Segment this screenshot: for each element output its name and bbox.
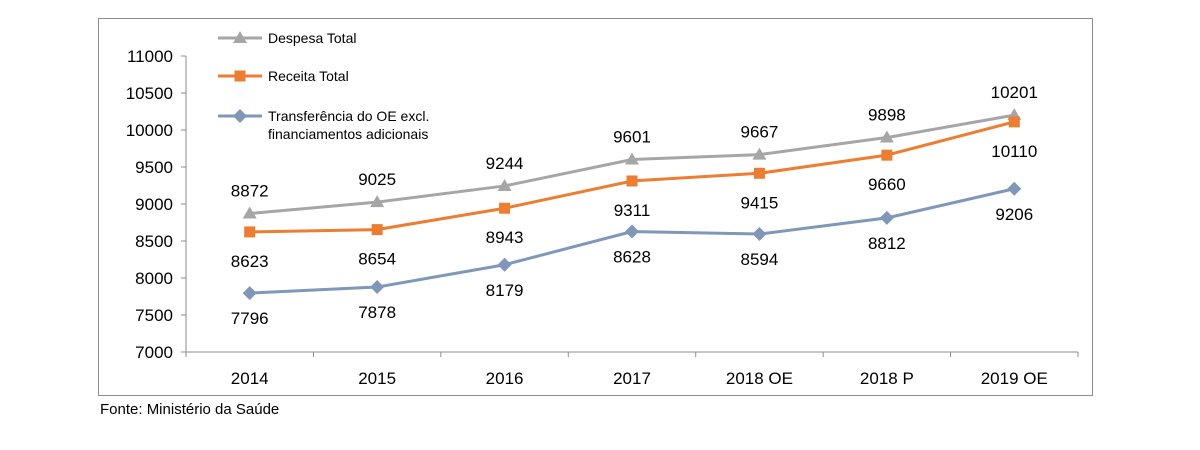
data-label: 10110 bbox=[991, 142, 1037, 161]
data-point bbox=[244, 226, 256, 238]
data-point bbox=[881, 149, 893, 161]
chart-frame bbox=[98, 18, 1093, 396]
data-point bbox=[752, 227, 767, 242]
data-point bbox=[1007, 181, 1022, 196]
data-label: 9206 bbox=[995, 205, 1033, 224]
data-label: 9025 bbox=[358, 170, 396, 189]
y-tick-label: 11000 bbox=[127, 47, 173, 66]
data-point bbox=[371, 224, 383, 236]
x-tick-label: 2018 OE bbox=[726, 369, 793, 388]
data-label: 9601 bbox=[613, 128, 651, 147]
y-tick-label: 10000 bbox=[126, 121, 173, 140]
legend-marker bbox=[234, 70, 246, 82]
legend-label: Transferência do OE excl. bbox=[268, 108, 429, 124]
x-tick-label: 2014 bbox=[231, 369, 269, 388]
data-label: 9244 bbox=[486, 154, 524, 173]
legend-marker bbox=[233, 31, 247, 43]
data-point bbox=[242, 286, 257, 301]
data-label: 9667 bbox=[741, 123, 779, 142]
y-tick-label: 8500 bbox=[135, 232, 173, 251]
x-tick-label: 2016 bbox=[486, 369, 524, 388]
data-label: 9415 bbox=[741, 193, 779, 212]
data-point bbox=[499, 202, 511, 214]
data-label: 10201 bbox=[991, 83, 1038, 102]
data-point bbox=[242, 206, 257, 219]
data-label: 7796 bbox=[231, 309, 269, 328]
data-label: 8812 bbox=[868, 234, 906, 253]
data-point bbox=[625, 224, 639, 239]
y-tick-label: 7500 bbox=[135, 306, 173, 325]
y-tick-label: 8000 bbox=[135, 269, 173, 288]
data-label: 9660 bbox=[868, 175, 906, 194]
data-label: 9898 bbox=[868, 106, 906, 125]
legend-label: Despesa Total bbox=[268, 30, 356, 46]
data-point bbox=[370, 195, 385, 208]
data-point bbox=[497, 178, 512, 191]
source-note: Fonte: Ministério da Saúde bbox=[100, 401, 280, 418]
y-tick-label: 9000 bbox=[135, 195, 173, 214]
data-label: 7878 bbox=[358, 303, 396, 322]
data-point bbox=[626, 175, 638, 187]
data-label: 8623 bbox=[231, 252, 269, 271]
legend-marker bbox=[233, 109, 247, 123]
data-point bbox=[625, 152, 639, 165]
x-tick-label: 2015 bbox=[358, 369, 396, 388]
data-point bbox=[370, 280, 385, 295]
x-tick-label: 2019 OE bbox=[981, 369, 1048, 388]
data-label: 8594 bbox=[741, 250, 779, 269]
data-point bbox=[752, 147, 767, 160]
data-point bbox=[1008, 116, 1020, 128]
y-tick-label: 7000 bbox=[135, 343, 173, 362]
data-point bbox=[879, 130, 894, 143]
y-tick-label: 9500 bbox=[135, 158, 173, 177]
x-tick-label: 2018 P bbox=[860, 369, 914, 388]
x-tick-label: 2017 bbox=[613, 369, 651, 388]
data-label: 9311 bbox=[614, 201, 651, 220]
y-tick-label: 10500 bbox=[126, 84, 173, 103]
data-point bbox=[753, 167, 765, 179]
legend-label: financiamentos adicionais bbox=[268, 126, 428, 142]
data-label: 8628 bbox=[613, 248, 651, 267]
data-label: 8872 bbox=[231, 181, 269, 200]
data-point bbox=[879, 210, 894, 225]
data-label: 8179 bbox=[486, 281, 524, 300]
data-point bbox=[497, 257, 512, 272]
data-label: 8654 bbox=[358, 250, 396, 269]
legend-label: Receita Total bbox=[268, 68, 349, 84]
data-label: 8943 bbox=[486, 228, 524, 247]
